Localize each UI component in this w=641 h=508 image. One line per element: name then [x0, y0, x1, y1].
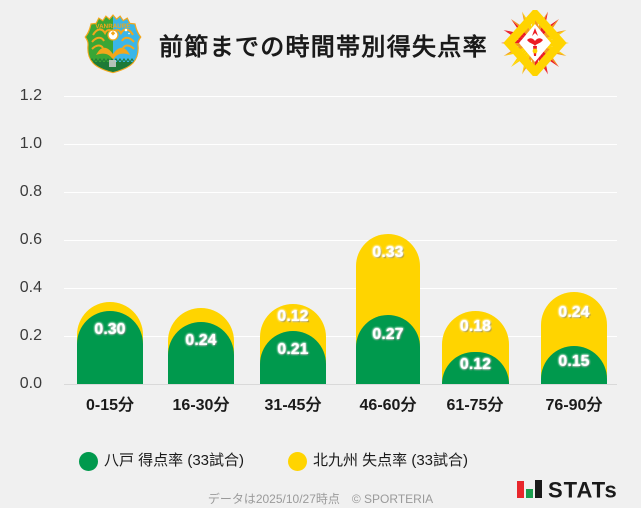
svg-text:STATs: STATs: [548, 480, 618, 502]
